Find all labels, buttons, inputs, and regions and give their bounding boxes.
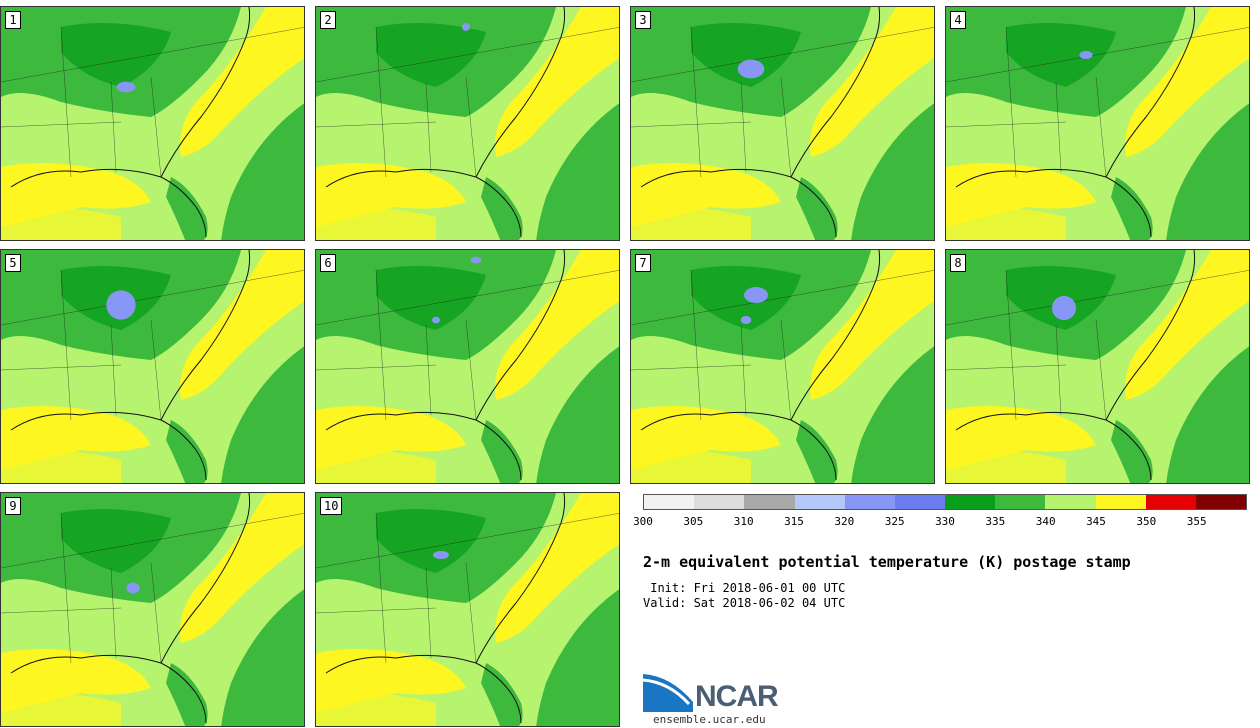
colorbar-swatch [694, 495, 745, 509]
map-field [946, 7, 1249, 240]
ensemble-member-panel: 8 [945, 249, 1250, 484]
member-number: 5 [5, 254, 21, 272]
member-number: 4 [950, 11, 966, 29]
site-url: ensemble.ucar.edu [653, 713, 766, 726]
member-number: 8 [950, 254, 966, 272]
member-number: 6 [320, 254, 336, 272]
colorbar-swatch [945, 495, 996, 509]
valid-time: Valid: Sat 2018-06-02 04 UTC [643, 596, 846, 610]
colorbar-swatch [644, 495, 695, 509]
map-field [1, 250, 304, 483]
colorbar-swatch [894, 495, 946, 509]
member-number: 7 [635, 254, 651, 272]
colorbar-swatch [844, 495, 895, 509]
member-number: 9 [5, 497, 21, 515]
colorbar-swatch [1145, 495, 1196, 509]
map-field [631, 250, 934, 483]
colorbar-tick: 305 [683, 515, 704, 528]
ensemble-member-panel: 1 [0, 6, 305, 241]
time-info: Init: Fri 2018-06-01 00 UTC Valid: Sat 2… [643, 581, 845, 611]
map-field [631, 7, 934, 240]
colorbar-tick: 330 [935, 515, 955, 528]
logo-text: NCAR [695, 680, 779, 713]
colorbar-swatch [1095, 495, 1146, 509]
colorbar-tick: 315 [784, 515, 804, 528]
ensemble-member-panel: 7 [630, 249, 935, 484]
colorbar-swatch [995, 495, 1046, 509]
ensemble-member-panel: 6 [315, 249, 620, 484]
colorbar-tick: 300 [633, 515, 653, 528]
init-time: Init: Fri 2018-06-01 00 UTC [643, 581, 846, 595]
member-number: 10 [320, 497, 343, 515]
colorbar-tick: 335 [985, 515, 1006, 528]
colorbar-tick: 350 [1136, 515, 1157, 528]
colorbar-tick: 355 [1186, 515, 1207, 528]
colorbar-tick: 345 [1086, 515, 1106, 528]
ensemble-member-panel: 10 [315, 492, 620, 727]
colorbar-tick: 320 [834, 515, 855, 528]
ensemble-member-panel: 5 [0, 249, 305, 484]
ncar-logo-icon [643, 674, 693, 712]
colorbar-swatch [744, 495, 795, 509]
ensemble-member-panel: 9 [0, 492, 305, 727]
map-field [316, 7, 619, 240]
map-field [316, 250, 619, 483]
colorbar-tick: 325 [884, 515, 905, 528]
colorbar-swatch [1195, 495, 1247, 509]
map-field [946, 250, 1249, 483]
colorbar-ticks: 300 305 310 315 320 325 330 335 340 345 350 355 [633, 515, 1247, 529]
ensemble-member-panel: 4 [945, 6, 1250, 241]
ensemble-member-panel: 3 [630, 6, 935, 241]
colorbar-tick: 340 [1035, 515, 1056, 528]
member-number: 1 [5, 11, 21, 29]
map-field [316, 493, 619, 726]
map-field [1, 493, 304, 726]
colorbar [643, 494, 1247, 510]
chart-title: 2-m equivalent potential temperature (K)… [643, 553, 1131, 571]
colorbar-swatch [1045, 495, 1096, 509]
colorbar-swatch [794, 495, 845, 509]
member-number: 2 [320, 11, 336, 29]
map-field [1, 7, 304, 240]
ensemble-member-panel: 2 [315, 6, 620, 241]
member-number: 3 [635, 11, 651, 29]
colorbar-tick: 310 [733, 515, 754, 528]
